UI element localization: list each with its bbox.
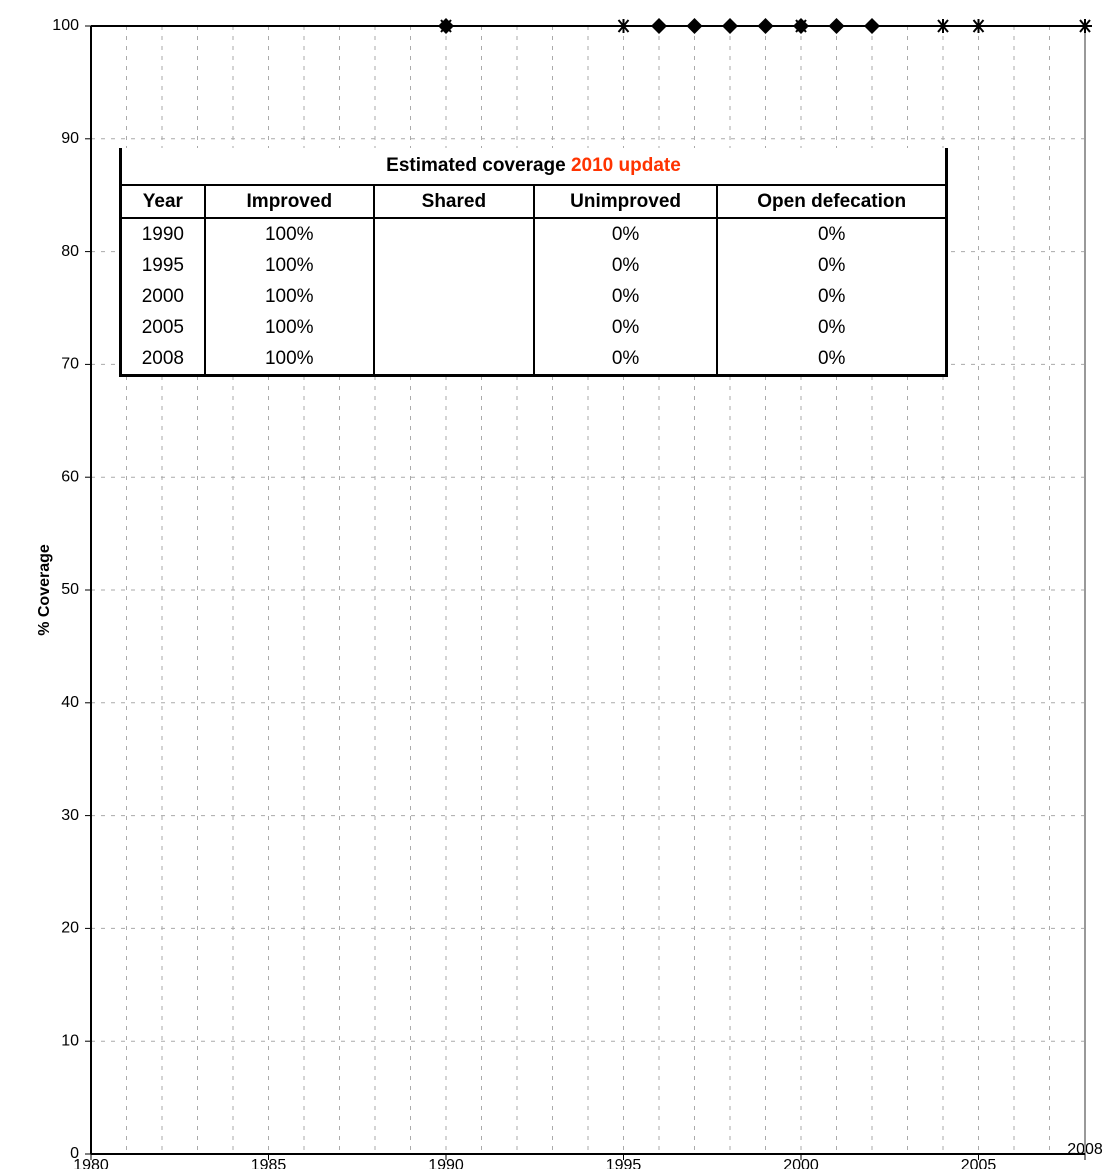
- table-header-row: Year Improved Shared Unimproved Open defecat…: [119, 185, 947, 219]
- x-tick-label: 1985: [251, 1157, 287, 1169]
- table-cell: 0%: [532, 343, 718, 376]
- header-cell: Unimproved: [532, 185, 718, 219]
- table-row: 1990 100% 0% 0%: [119, 218, 947, 250]
- table-row: 1995 100% 0% 0%: [119, 250, 947, 281]
- table-row: 2008 100% 0% 0%: [119, 343, 947, 376]
- x-tick-label: 2005: [961, 1157, 997, 1169]
- x-tick-label: 1995: [606, 1157, 642, 1169]
- table-cell: 100%: [203, 281, 374, 312]
- table-cell: 100%: [203, 343, 374, 376]
- y-tick-label: 100: [52, 17, 79, 34]
- table-cell: 2000: [119, 281, 205, 312]
- y-tick-label: 20: [61, 920, 79, 937]
- asterisk-marker: [936, 19, 950, 33]
- table-row: 2005 100% 0% 0%: [119, 312, 947, 343]
- table-cell: 100%: [203, 218, 374, 250]
- asterisk-marker: [1078, 19, 1092, 33]
- table-cell: 0%: [716, 250, 947, 281]
- table-cell: [372, 218, 534, 250]
- table-cell: 0%: [532, 281, 718, 312]
- table-cell: [372, 250, 534, 281]
- y-tick-label: 80: [61, 243, 79, 260]
- diamond-marker: [651, 18, 667, 34]
- y-tick-label: 0: [70, 1145, 79, 1162]
- table-cell: 0%: [532, 250, 718, 281]
- table-cell: 100%: [203, 312, 374, 343]
- table-cell: 0%: [532, 312, 718, 343]
- diamond-marker: [793, 18, 809, 34]
- y-tick-label: 90: [61, 130, 79, 147]
- diamond-marker: [757, 18, 774, 34]
- diamond-marker: [828, 18, 845, 34]
- table-title-highlight: 2010 update: [570, 155, 681, 176]
- table-cell: 1990: [119, 218, 205, 250]
- asterisk-marker: [971, 19, 986, 33]
- table-title: Estimated coverage 2010 update: [119, 148, 947, 186]
- table-cell: [372, 312, 534, 343]
- y-axis-label: % Coverage: [36, 544, 53, 636]
- table-cell: 0%: [716, 218, 947, 250]
- table-cell: 0%: [716, 343, 947, 376]
- asterisk-marker: [616, 19, 631, 33]
- y-tick-label: 70: [61, 356, 79, 373]
- table-cell: 1995: [119, 250, 205, 281]
- table-cell: [372, 281, 534, 312]
- diamond-marker: [438, 18, 454, 34]
- table-cell: 100%: [203, 250, 374, 281]
- diamond-marker: [864, 18, 880, 34]
- diamond-marker: [686, 18, 703, 34]
- y-tick-label: 40: [61, 694, 79, 711]
- x-tick-label: 1980: [73, 1157, 109, 1169]
- table-title-row: Estimated coverage 2010 update: [119, 148, 947, 186]
- table-cell: [372, 343, 534, 376]
- y-tick-label: 30: [61, 807, 79, 824]
- table-title-text: Estimated coverage: [386, 155, 571, 176]
- table-row: 2000 100% 0% 0%: [119, 281, 947, 312]
- header-cell: Shared: [372, 185, 534, 219]
- diamond-marker: [722, 18, 738, 34]
- y-tick-label: 10: [61, 1032, 79, 1049]
- table-cell: 0%: [716, 281, 947, 312]
- table-cell: 0%: [532, 218, 718, 250]
- header-cell: Open defecation: [716, 185, 947, 219]
- y-tick-label: 60: [61, 468, 79, 485]
- table-cell: 2005: [119, 312, 205, 343]
- coverage-table: Estimated coverage 2010 update Year Improv…: [119, 148, 948, 377]
- table-cell: 0%: [716, 312, 947, 343]
- x-tick-label: 1990: [428, 1157, 464, 1169]
- header-cell: Improved: [203, 185, 374, 219]
- header-cell: Year: [119, 185, 205, 219]
- table-cell: 2008: [119, 343, 205, 376]
- y-tick-label: 50: [61, 581, 79, 598]
- x-tick-label: 2000: [783, 1157, 819, 1169]
